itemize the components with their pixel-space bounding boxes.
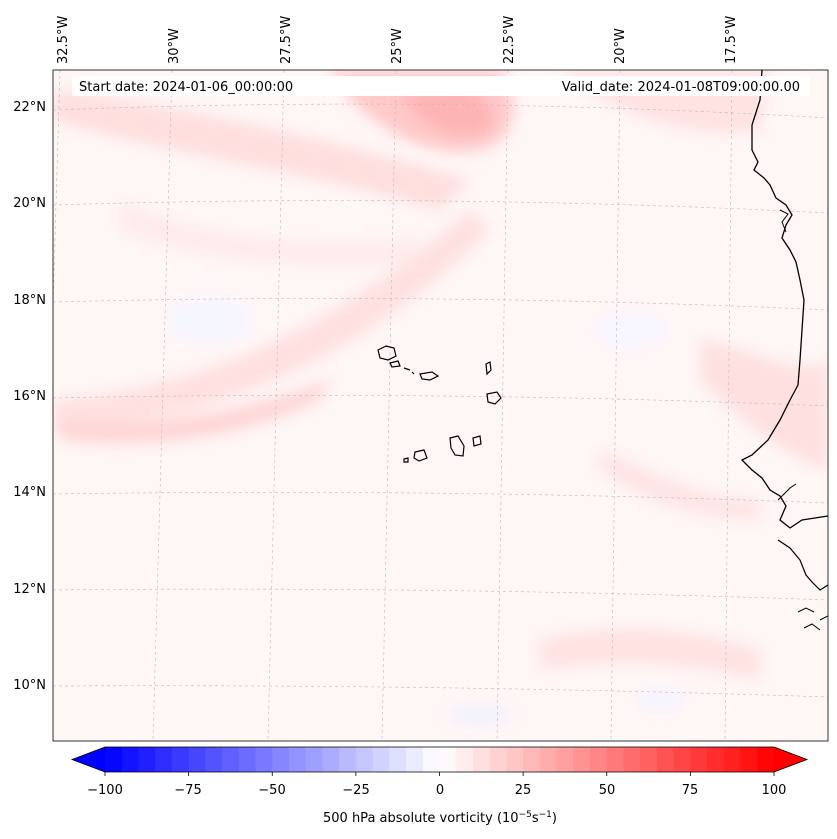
colorbar-step: [489, 747, 508, 772]
colorbar-step: [539, 747, 558, 772]
colorbar-step: [105, 747, 123, 772]
lon-label: 17.5°W: [724, 16, 739, 64]
colorbar-step: [188, 747, 206, 772]
longitude-labels: 32.5°W 30°W 27.5°W 25°W 22.5°W 20°W 17.5…: [56, 16, 739, 64]
lon-label: 30°W: [167, 28, 182, 64]
coast-islands: [777, 209, 828, 631]
colorbar-step: [723, 747, 742, 772]
colorbar-step: [355, 747, 374, 772]
colorbar-ticks: −100 −75 −50 −25 0 25 50 75 100: [87, 783, 786, 798]
colorbar-step: [523, 747, 541, 772]
colorbar-tick-label: 25: [515, 783, 532, 798]
lat-label: 20°N: [13, 196, 46, 211]
colorbar-step: [238, 747, 257, 772]
lat-label: 10°N: [13, 678, 46, 693]
colorbar-step: [439, 747, 457, 772]
colorbar-step: [339, 747, 357, 772]
colorbar-step: [456, 747, 474, 772]
colorbar-step: [372, 747, 390, 772]
colorbar-tick-label: −75: [174, 783, 201, 798]
gridlines: [53, 70, 828, 741]
colorbar-step: [740, 747, 758, 772]
map-frame: [52, 69, 829, 742]
colorbar-step: [506, 747, 524, 772]
colorbar-step: [590, 747, 608, 772]
colorbar-step: [288, 747, 307, 772]
lat-label: 14°N: [13, 485, 46, 500]
colorbar-step: [305, 747, 324, 772]
colorbar-tick-label: 75: [682, 783, 699, 798]
colorbar: [70, 746, 809, 776]
map-panel: [53, 70, 828, 741]
africa-coastline: [740, 70, 828, 529]
colorbar-tick-label: 100: [762, 783, 787, 798]
vorticity-field: [53, 70, 828, 723]
colorbar-min-extension: [72, 747, 105, 772]
cape-verde-islands: [377, 345, 502, 463]
colorbar-step: [272, 747, 290, 772]
lat-label: 12°N: [13, 582, 46, 597]
colorbar-tick-label: 0: [436, 783, 444, 798]
lon-label: 20°W: [613, 28, 628, 64]
colorbar-step: [640, 747, 658, 772]
colorbar-step: [121, 747, 140, 772]
lat-label: 18°N: [13, 293, 46, 308]
colorbar-title: 500 hPa absolute vorticity (10−5s−1): [323, 810, 557, 826]
colorbar-step: [155, 747, 173, 772]
colorbar-step: [623, 747, 641, 772]
colorbar-tick-label: 50: [599, 783, 616, 798]
colorbar-step: [573, 747, 591, 772]
lon-label: 25°W: [390, 28, 405, 64]
colorbar-step: [138, 747, 156, 772]
start-date-text: Start date: 2024-01-06_00:00:00: [79, 80, 293, 95]
colorbar-step: [690, 747, 708, 772]
colorbar-step: [472, 747, 491, 772]
lon-label: 27.5°W: [279, 16, 294, 64]
colorbar-step: [757, 747, 775, 772]
guinea-bissau-coastline: [777, 539, 828, 591]
colorbar-step: [606, 747, 625, 772]
colorbar-tick-label: −100: [87, 783, 123, 798]
colorbar-step: [556, 747, 574, 772]
colorbar-step: [389, 747, 407, 772]
colorbar-step: [656, 747, 675, 772]
colorbar-step: [205, 747, 223, 772]
colorbar-max-extension: [774, 747, 807, 772]
colorbar-tick-label: −25: [342, 783, 369, 798]
valid-date-box: [310, 76, 810, 96]
lon-label: 32.5°W: [56, 16, 71, 64]
colorbar-step: [255, 747, 273, 772]
colorbar-step: [222, 747, 240, 772]
colorbar-step: [406, 747, 424, 772]
lat-label: 16°N: [13, 389, 46, 404]
colorbar-step: [707, 747, 725, 772]
latitude-labels: 22°N 20°N 18°N 16°N 14°N 12°N 10°N: [13, 100, 46, 693]
colorbar-step: [422, 747, 441, 772]
valid-date-text: Valid_date: 2024-01-08T09:00:00.00: [562, 80, 800, 95]
start-date-box: [72, 76, 310, 96]
colorbar-step: [673, 747, 691, 772]
lat-label: 22°N: [13, 100, 46, 115]
colorbar-step: [322, 747, 340, 772]
colorbar-step: [171, 747, 190, 772]
colorbar-tick-label: −50: [258, 783, 285, 798]
lon-label: 22.5°W: [502, 16, 517, 64]
